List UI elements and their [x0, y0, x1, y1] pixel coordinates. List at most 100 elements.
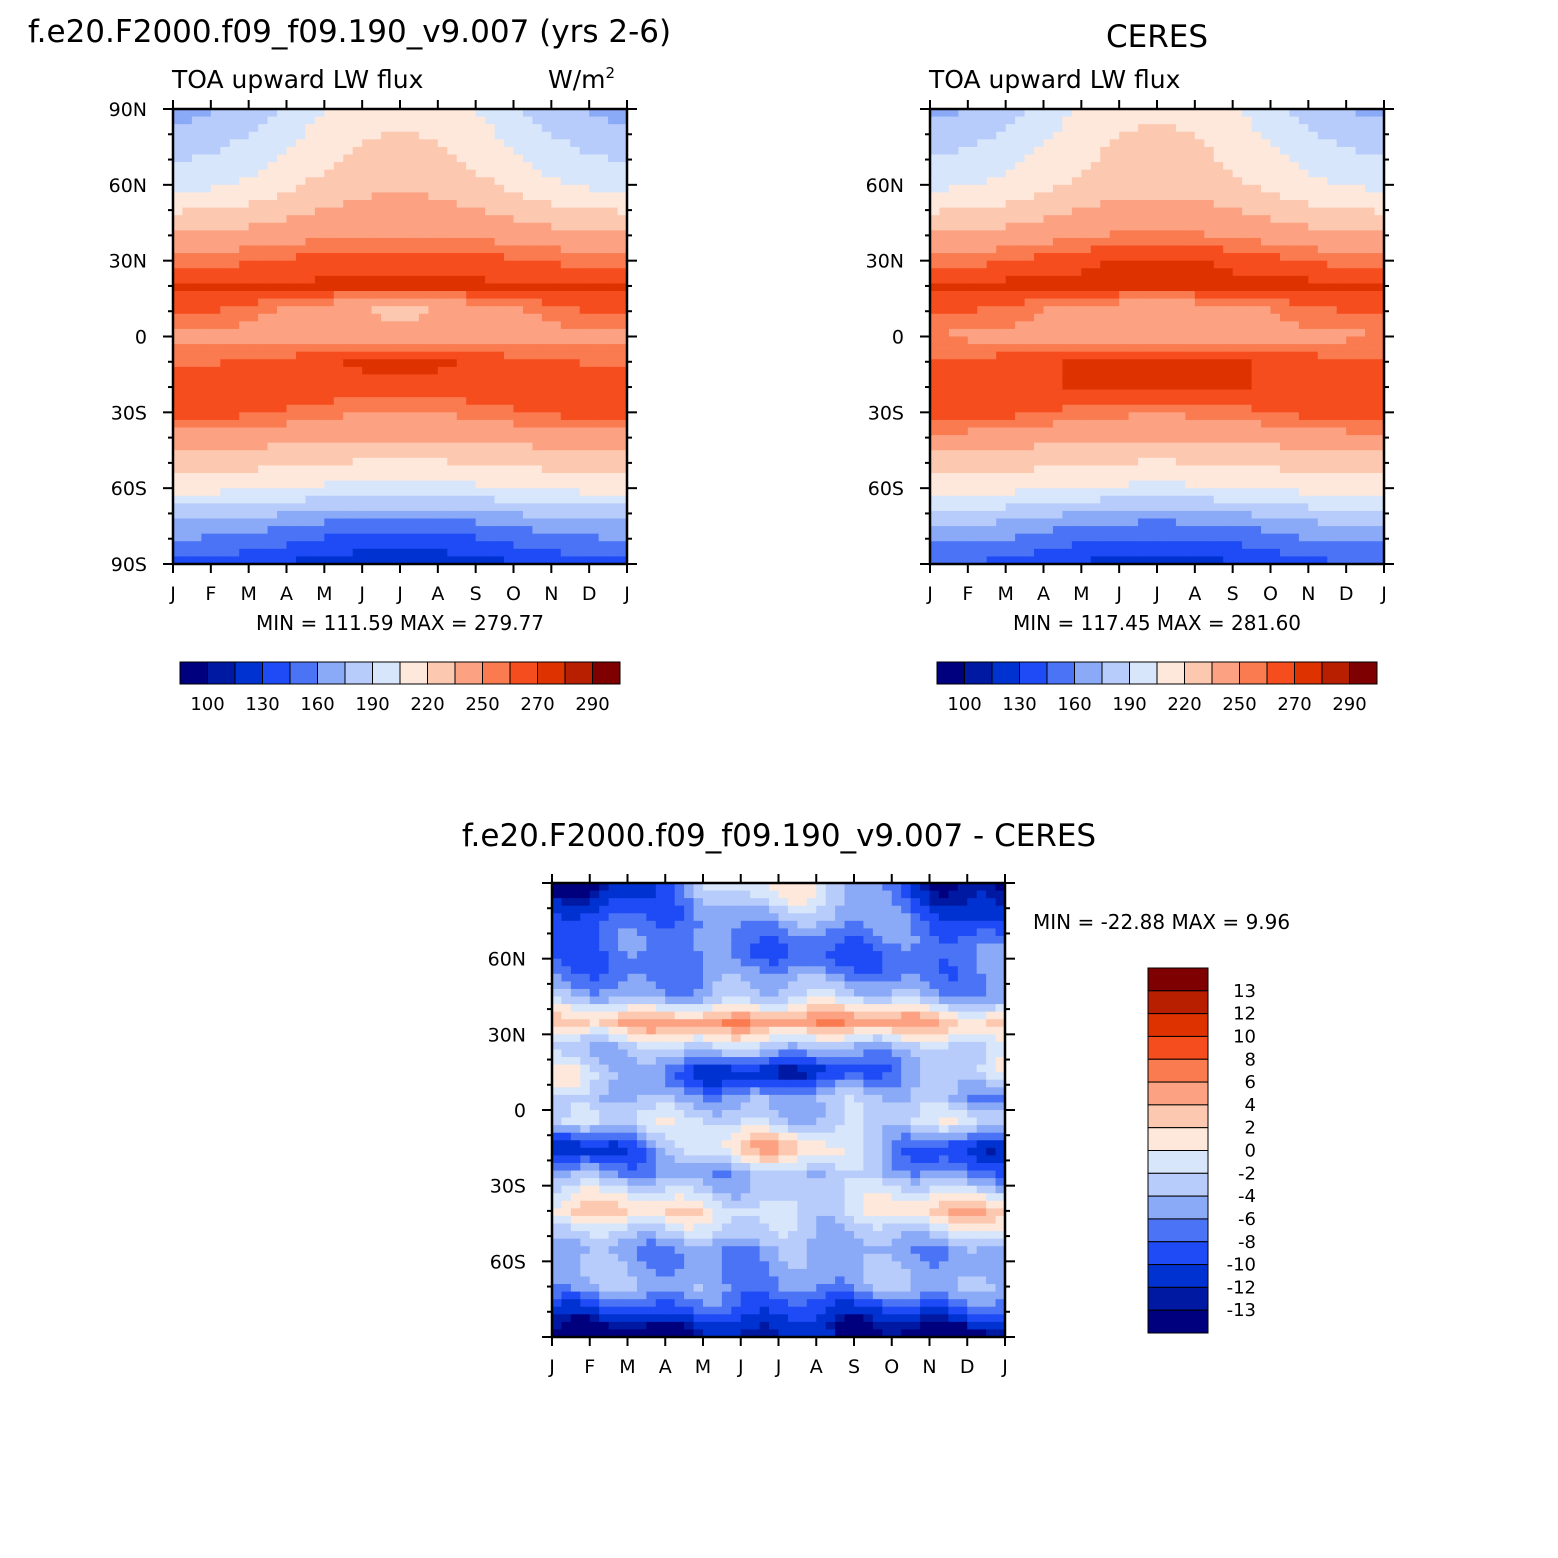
heatmap-cell — [191, 503, 202, 512]
heatmap-cell — [617, 457, 628, 467]
heatmap-cell — [229, 359, 240, 368]
heatmap-cell — [1185, 237, 1196, 247]
heatmap-cell — [1043, 162, 1054, 171]
heatmap-cell — [286, 344, 297, 353]
heatmap-cell — [986, 541, 997, 550]
heatmap-cell — [1071, 541, 1082, 550]
heatmap-cell — [400, 328, 411, 338]
heatmap-cell — [513, 230, 524, 239]
heatmap-cell — [229, 419, 240, 429]
heatmap-cell — [513, 169, 524, 178]
heatmap-cell — [248, 245, 259, 254]
heatmap-cell — [324, 510, 335, 520]
heatmap-cell — [1090, 200, 1101, 209]
heatmap-cell — [1043, 313, 1054, 322]
heatmap-cell — [986, 139, 997, 148]
heatmap-cell — [286, 473, 297, 482]
heatmap-cell — [608, 389, 619, 398]
heatmap-cell — [267, 291, 278, 300]
heatmap-cell — [1213, 177, 1224, 186]
heatmap-cell — [513, 336, 524, 345]
heatmap-cell — [1100, 154, 1111, 163]
heatmap-cell — [1062, 192, 1073, 201]
heatmap-cell — [239, 556, 250, 565]
heatmap-cell — [1204, 131, 1215, 140]
heatmap-cell — [608, 359, 619, 368]
heatmap-cell — [504, 541, 515, 550]
heatmap-cell — [1109, 503, 1120, 512]
heatmap-cell — [1194, 124, 1205, 133]
heatmap-cell — [504, 237, 515, 247]
heatmap-cell — [977, 473, 988, 482]
heatmap-cell — [475, 124, 486, 133]
heatmap-cell — [220, 548, 231, 558]
heatmap-cell — [1138, 328, 1149, 338]
heatmap-cell — [286, 192, 297, 201]
heatmap-cell — [1138, 275, 1149, 285]
heatmap-cell — [1213, 442, 1224, 451]
heatmap-cell — [381, 465, 392, 474]
heatmap-cell — [1157, 253, 1168, 262]
heatmap-cell — [1175, 306, 1186, 315]
heatmap-cell — [608, 291, 619, 300]
heatmap-cell — [541, 526, 552, 535]
heatmap-cell — [513, 222, 524, 231]
heatmap-cell — [437, 541, 448, 550]
heatmap-cell — [475, 374, 486, 383]
heatmap-cell — [513, 131, 524, 140]
heatmap-cell — [1128, 146, 1139, 156]
heatmap-cell — [352, 139, 363, 148]
heatmap-cell — [343, 518, 354, 527]
heatmap-cell — [513, 291, 524, 300]
heatmap-cell — [248, 389, 259, 398]
heatmap-cell — [220, 230, 231, 239]
heatmap-cell — [939, 291, 950, 300]
heatmap-cell — [1062, 541, 1073, 550]
heatmap-cell — [1166, 313, 1177, 322]
heatmap-cell — [485, 495, 496, 504]
heatmap-cell — [608, 253, 619, 262]
heatmap-cell — [1090, 366, 1101, 376]
heatmap-cell — [598, 359, 609, 368]
heatmap-cell — [930, 177, 941, 186]
heatmap-cell — [541, 556, 552, 565]
heatmap-cell — [1043, 169, 1054, 178]
heatmap-cell — [1157, 480, 1168, 489]
heatmap-cell — [362, 541, 373, 550]
heatmap-cell — [986, 526, 997, 535]
heatmap-cell — [617, 473, 628, 482]
heatmap-cell — [996, 268, 1007, 277]
heatmap-cell — [570, 450, 581, 459]
heatmap-cell — [173, 275, 184, 285]
heatmap-cell — [324, 533, 335, 542]
heatmap-cell — [485, 184, 496, 194]
heatmap-cell — [173, 192, 184, 201]
heatmap-cell — [1062, 268, 1073, 277]
heatmap-cell — [418, 230, 429, 239]
heatmap-cell — [1109, 207, 1120, 216]
heatmap-cell — [277, 556, 288, 565]
heatmap-cell — [456, 268, 467, 277]
heatmap-cell — [428, 533, 439, 542]
heatmap-cell — [1081, 533, 1092, 542]
heatmap-cell — [1128, 457, 1139, 467]
heatmap-cell — [598, 351, 609, 360]
heatmap-cell — [504, 275, 515, 285]
heatmap-cell — [447, 146, 458, 156]
heatmap-cell — [996, 419, 1007, 429]
heatmap-cell — [390, 495, 401, 504]
heatmap-cell — [1194, 457, 1205, 467]
heatmap-cell — [570, 480, 581, 489]
heatmap-cell — [1005, 442, 1016, 451]
heatmap-cell — [522, 328, 534, 338]
heatmap-cell — [1223, 237, 1234, 247]
heatmap-cell — [1024, 184, 1035, 194]
heatmap-cell — [1166, 427, 1177, 436]
heatmap-cell — [1204, 419, 1215, 429]
heatmap-cell — [173, 344, 184, 353]
heatmap-cell — [428, 351, 439, 360]
heatmap-cell — [277, 154, 288, 163]
heatmap-cell — [428, 131, 439, 140]
heatmap-cell — [220, 473, 231, 482]
heatmap-cell — [948, 442, 959, 451]
